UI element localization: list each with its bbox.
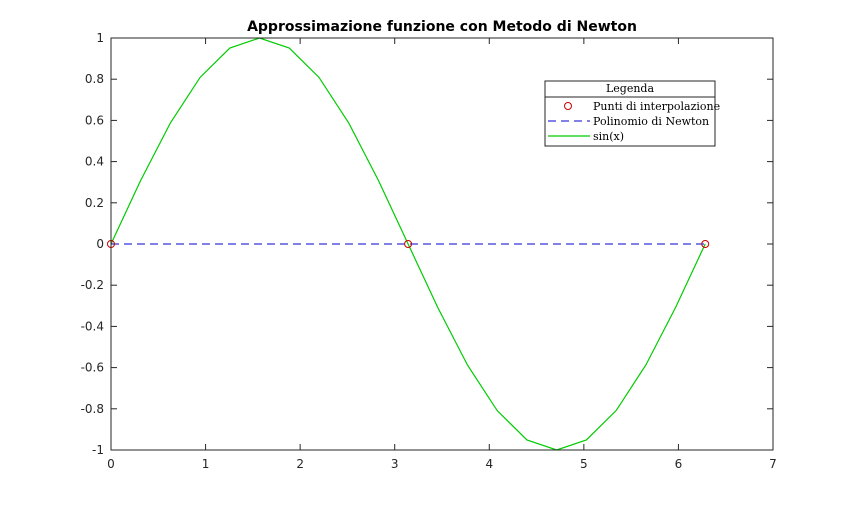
y-tick-label: 0.8 [85,72,104,86]
y-tick-label: -0.6 [81,361,104,375]
legend-entry-label: Punti di interpolazione [593,100,720,113]
y-axis: -1 -0.8 -0.6 -0.4 -0.2 0 0.2 0.4 0.6 0.8 1 [81,31,773,457]
y-tick-label: 0.2 [85,196,104,210]
plot-frame [110,37,774,451]
x-tick-label: 6 [675,457,683,471]
y-tick-label: -0.4 [81,319,104,333]
legend-marker-icon [564,102,572,110]
series-sin-line [110,37,706,451]
chart-title: Approssimazione funzione con Metodo di N… [247,19,637,35]
legend-entries: Punti di interpolazione Polinomio di Newt… [548,100,720,143]
x-tick-label: 7 [769,457,777,471]
x-tick-label: 2 [296,457,304,471]
x-tick-label: 0 [107,457,115,471]
y-tick-label: 0.6 [85,113,104,127]
y-tick-label: 0 [96,237,104,251]
legend-title: Legenda [606,82,654,95]
x-tick-label: 3 [391,457,399,471]
interpolation-point [404,240,413,248]
y-tick-label: 0.4 [85,155,104,169]
y-tick-label: -0.2 [81,278,104,292]
legend: Legenda Punti di interpolazione Polinomio… [544,80,720,147]
legend-entry-label: sin(x) [593,130,624,143]
x-tick-label: 5 [580,457,588,471]
legend-entry-label: Polinomio di Newton [593,115,709,128]
legend-box [544,80,716,147]
y-tick-label: 1 [96,31,104,45]
x-tick-label: 1 [202,457,210,471]
y-tick-label: -1 [92,443,104,457]
y-tick-label: -0.8 [81,402,104,416]
x-tick-label: 4 [485,457,493,471]
interpolation-point [701,240,710,248]
